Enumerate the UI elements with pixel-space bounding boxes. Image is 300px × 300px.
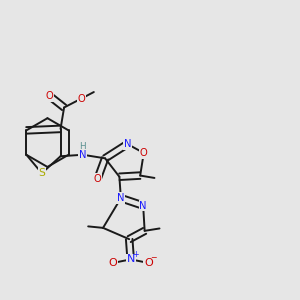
- Text: O: O: [46, 91, 54, 101]
- Text: O: O: [94, 173, 102, 184]
- Text: N: N: [79, 150, 87, 160]
- Text: S: S: [38, 168, 45, 178]
- Text: H: H: [79, 142, 86, 151]
- Text: O: O: [144, 258, 153, 268]
- Text: −: −: [151, 253, 157, 262]
- Text: N: N: [117, 193, 124, 203]
- Text: O: O: [109, 258, 117, 268]
- Text: N: N: [124, 139, 131, 149]
- Text: +: +: [132, 250, 139, 259]
- Text: N: N: [127, 254, 135, 264]
- Text: O: O: [77, 94, 85, 103]
- Text: O: O: [140, 148, 148, 158]
- Text: N: N: [140, 201, 147, 211]
